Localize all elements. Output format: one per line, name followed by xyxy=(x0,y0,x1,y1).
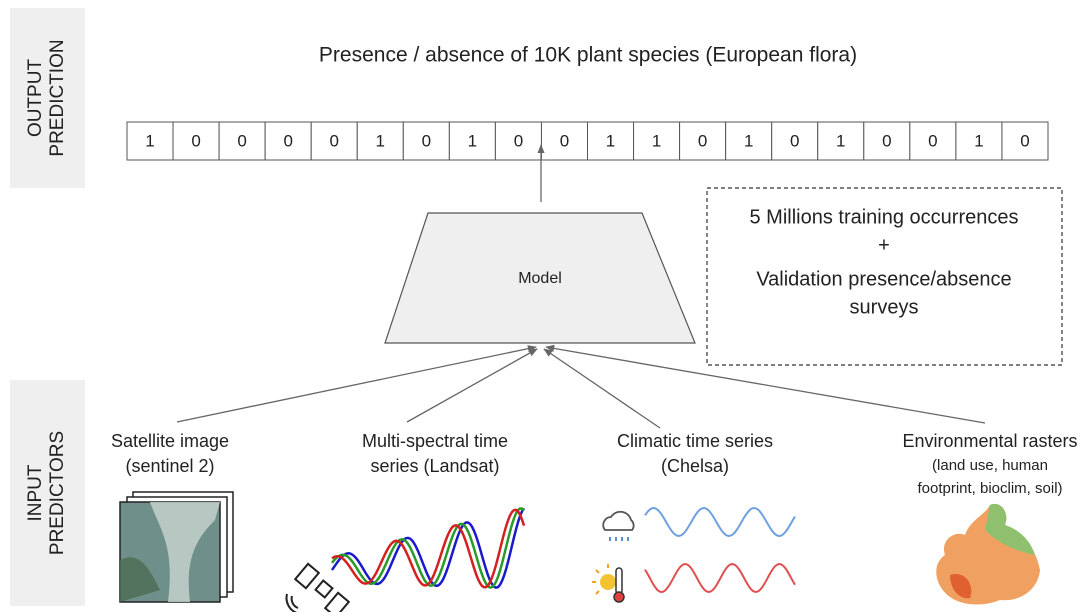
vector-cell xyxy=(540,121,589,161)
training-line: surveys xyxy=(850,296,919,318)
vector-cell xyxy=(172,121,220,161)
spectral-waves xyxy=(330,507,526,590)
training-line: 5 Millions training occurrences xyxy=(749,206,1018,228)
output-side-label: OUTPUT PREDICTION xyxy=(25,39,68,156)
precipitation-wave xyxy=(644,506,796,538)
vector-cell xyxy=(909,121,957,161)
vector-value: 0 xyxy=(514,131,523,150)
input-label: Satellite image (sentinel 2) xyxy=(111,431,229,476)
input-line: (Chelsa) xyxy=(661,456,729,476)
training-text: 5 Millions training occurrences + Validati… xyxy=(749,206,1018,318)
vector-cell xyxy=(587,121,635,161)
input-line: Satellite image xyxy=(111,431,229,451)
cloud-icon xyxy=(602,510,635,541)
climate-waves xyxy=(644,506,796,594)
vector-value: 0 xyxy=(928,131,937,150)
vector-value: 0 xyxy=(283,131,292,150)
vector-value: 1 xyxy=(376,131,385,150)
side-label-line: INPUT xyxy=(25,464,46,521)
input-arrows xyxy=(176,344,986,429)
vector-value: 0 xyxy=(560,131,569,150)
vector-value: 1 xyxy=(606,131,615,150)
model-shape xyxy=(384,212,696,344)
vector-cell xyxy=(863,121,911,161)
vector-cell xyxy=(264,121,312,161)
arrow xyxy=(543,348,661,429)
europe-map-icon xyxy=(936,503,1040,605)
satellite-image-icon xyxy=(119,491,234,603)
training-box xyxy=(706,187,1063,366)
vector-value: 1 xyxy=(468,131,477,150)
temperature-wave xyxy=(644,562,796,594)
output-vector: 1 0 0 0 0 1 0 1 0 0 1 1 0 1 0 1 0 0 1 0 xyxy=(126,121,1049,161)
vector-cell xyxy=(448,121,496,161)
input-label: Environmental rasters (land use, human foo… xyxy=(902,431,1077,497)
side-label-line: OUTPUT xyxy=(25,59,46,138)
vector-cell xyxy=(494,121,542,161)
thermometer-icon xyxy=(592,564,625,603)
vector-cell xyxy=(402,121,450,161)
vector-cell xyxy=(955,121,1003,161)
vector-cell xyxy=(1001,121,1049,161)
vector-value: 0 xyxy=(237,131,246,150)
vector-value: 1 xyxy=(836,131,845,150)
vector-value: 1 xyxy=(974,131,983,150)
satellite-icon xyxy=(285,562,351,612)
vector-value: 1 xyxy=(145,131,154,150)
vector-value: 1 xyxy=(744,131,753,150)
vector-value: 0 xyxy=(882,131,891,150)
output-title: Presence / absence of 10K plant species … xyxy=(319,44,857,67)
input-side-panel xyxy=(10,380,85,606)
side-label-line: PREDICTORS xyxy=(47,431,68,555)
input-subline: footprint, bioclim, soil) xyxy=(917,480,1062,497)
input-line: Multi-spectral time xyxy=(362,431,508,451)
training-line: Validation presence/absence xyxy=(756,268,1011,290)
output-side-panel xyxy=(10,8,85,188)
vector-value: 0 xyxy=(698,131,707,150)
training-line: + xyxy=(878,234,890,256)
model-label: Model xyxy=(518,270,562,287)
side-label-line: PREDICTION xyxy=(47,39,68,156)
input-line: (sentinel 2) xyxy=(125,456,214,476)
vector-cell xyxy=(633,121,681,161)
vector-value: 0 xyxy=(329,131,338,150)
vector-value: 0 xyxy=(790,131,799,150)
input-labels: Satellite image (sentinel 2) Multi-spectra… xyxy=(111,431,1078,497)
input-line: Climatic time series xyxy=(617,431,773,451)
input-subline: (land use, human xyxy=(932,457,1048,474)
arrow xyxy=(406,348,538,423)
vector-value: 0 xyxy=(1020,131,1029,150)
spectral-wave xyxy=(330,507,526,590)
vector-value: 1 xyxy=(652,131,661,150)
vector-value: 0 xyxy=(191,131,200,150)
vector-cell xyxy=(126,121,174,161)
input-title: Environmental rasters xyxy=(902,431,1077,451)
vector-cell xyxy=(817,121,865,161)
arrow xyxy=(176,345,537,423)
spectral-wave xyxy=(331,508,526,589)
input-label: Multi-spectral time series (Landsat) xyxy=(362,431,508,476)
arrow xyxy=(545,344,986,424)
input-line: series (Landsat) xyxy=(370,456,499,476)
vector-value: 0 xyxy=(422,131,431,150)
input-label: Climatic time series (Chelsa) xyxy=(617,431,773,476)
input-side-label: INPUT PREDICTORS xyxy=(25,431,68,555)
